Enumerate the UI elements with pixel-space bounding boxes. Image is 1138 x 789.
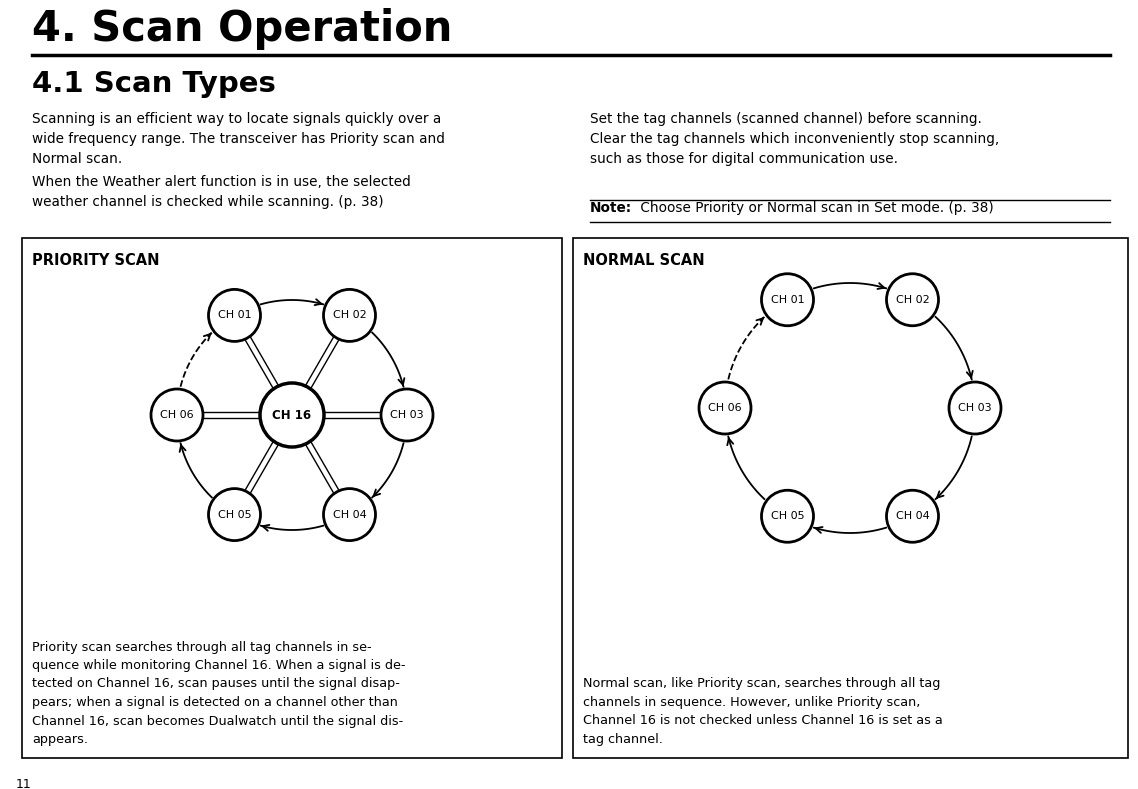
Text: CH 01: CH 01	[217, 310, 251, 320]
Text: CH 16: CH 16	[272, 409, 312, 421]
Text: Note:: Note:	[589, 201, 632, 215]
Text: CH 03: CH 03	[958, 403, 992, 413]
Circle shape	[151, 389, 203, 441]
Text: Normal scan, like Priority scan, searches through all tag
channels in sequence. : Normal scan, like Priority scan, searche…	[583, 678, 942, 746]
Text: CH 05: CH 05	[770, 511, 805, 522]
Circle shape	[381, 389, 432, 441]
Circle shape	[259, 383, 324, 447]
Text: Priority scan searches through all tag channels in se-
quence while monitoring C: Priority scan searches through all tag c…	[32, 641, 405, 746]
Text: Scanning is an efficient way to locate signals quickly over a
wide frequency ran: Scanning is an efficient way to locate s…	[32, 112, 445, 166]
Text: CH 06: CH 06	[160, 410, 193, 420]
Text: 11: 11	[16, 778, 32, 789]
Bar	[574, 238, 1128, 758]
Text: 4. Scan Operation: 4. Scan Operation	[32, 8, 453, 50]
Text: When the Weather alert function is in use, the selected
weather channel is check: When the Weather alert function is in us…	[32, 175, 411, 209]
Text: CH 06: CH 06	[708, 403, 742, 413]
Circle shape	[323, 290, 376, 342]
Text: CH 01: CH 01	[770, 295, 805, 305]
Text: Choose Priority or Normal scan in Set mode. (p. 38): Choose Priority or Normal scan in Set mo…	[636, 201, 993, 215]
Text: NORMAL SCAN: NORMAL SCAN	[583, 253, 704, 268]
Text: CH 05: CH 05	[217, 510, 251, 520]
Text: CH 03: CH 03	[390, 410, 423, 420]
Circle shape	[761, 274, 814, 326]
Circle shape	[887, 274, 939, 326]
Circle shape	[323, 488, 376, 540]
Circle shape	[949, 382, 1001, 434]
Circle shape	[208, 488, 261, 540]
Circle shape	[761, 490, 814, 542]
Text: CH 04: CH 04	[332, 510, 366, 520]
Bar	[22, 238, 562, 758]
Text: CH 02: CH 02	[896, 295, 930, 305]
Text: PRIORITY SCAN: PRIORITY SCAN	[32, 253, 159, 268]
Circle shape	[699, 382, 751, 434]
Text: CH 04: CH 04	[896, 511, 930, 522]
Text: Set the tag channels (scanned channel) before scanning.
Clear the tag channels w: Set the tag channels (scanned channel) b…	[589, 112, 999, 166]
Text: 4.1 Scan Types: 4.1 Scan Types	[32, 70, 275, 98]
Circle shape	[887, 490, 939, 542]
Circle shape	[208, 290, 261, 342]
Text: CH 02: CH 02	[332, 310, 366, 320]
